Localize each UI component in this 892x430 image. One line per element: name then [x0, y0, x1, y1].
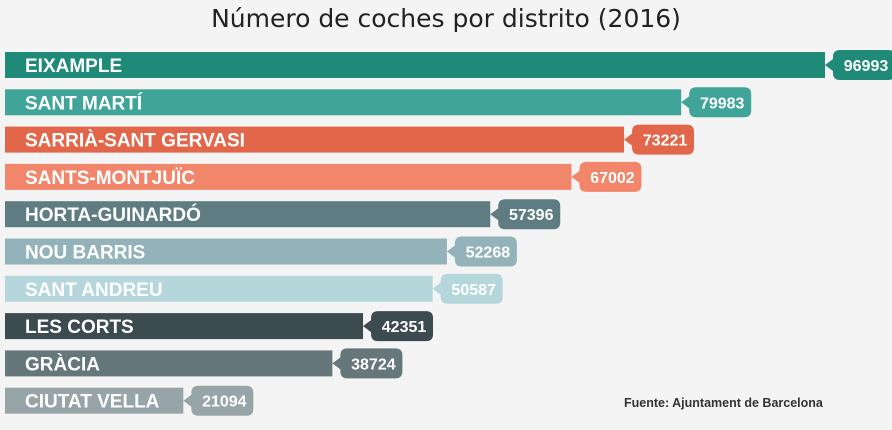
bar-value-label: 21094: [202, 394, 247, 411]
bar-value-label: 79983: [700, 95, 745, 112]
bar-value-label: 50587: [451, 282, 496, 299]
bar: [5, 313, 364, 340]
bar-category-label: NOU BARRIS: [25, 243, 145, 264]
bar: [5, 163, 572, 190]
bar-category-label: SANT MARTÍ: [25, 92, 143, 114]
bar: [5, 126, 625, 153]
value-callout: [571, 161, 642, 192]
value-callout: [825, 50, 892, 80]
bar: [5, 201, 491, 228]
bar: [5, 89, 682, 116]
bar-value-label: 52268: [466, 245, 511, 262]
value-callout: [490, 199, 561, 230]
bar: [5, 350, 333, 377]
bar: [5, 275, 433, 302]
bar-value-label: 96993: [844, 58, 889, 75]
value-callout: [183, 385, 254, 416]
value-callout: [624, 124, 695, 155]
bar: [5, 52, 825, 78]
value-callout: [432, 273, 503, 304]
value-callout: [363, 311, 434, 342]
bar-value-label: 57396: [509, 207, 554, 224]
value-callout: [681, 87, 752, 118]
bar-category-label: SANT ANDREU: [25, 280, 163, 301]
bar-category-label: GRÀCIA: [25, 353, 100, 375]
bar-value-label: 42351: [382, 319, 427, 336]
bar-category-label: HORTA-GUINARDÓ: [25, 204, 201, 226]
bar-value-label: 38724: [351, 356, 396, 373]
source-note: Fuente: Ajuntament de Barcelona: [624, 396, 823, 410]
value-callout: [446, 236, 517, 267]
value-callout: [332, 348, 403, 379]
bar-category-label: EIXAMPLE: [25, 56, 122, 77]
bar: [5, 238, 447, 265]
bar-category-label: CIUTAT VELLA: [25, 392, 160, 413]
bar: [5, 387, 184, 414]
bar-value-label: 73221: [643, 133, 688, 150]
bar-category-label: LES CORTS: [25, 317, 134, 338]
chart-title: Número de coches por distrito (2016): [211, 4, 681, 33]
bar-category-label: SARRIÀ-SANT GERVASI: [25, 130, 245, 152]
bar-category-label: SANTS-MONTJUÏC: [25, 168, 195, 189]
bar-value-label: 67002: [590, 170, 635, 187]
